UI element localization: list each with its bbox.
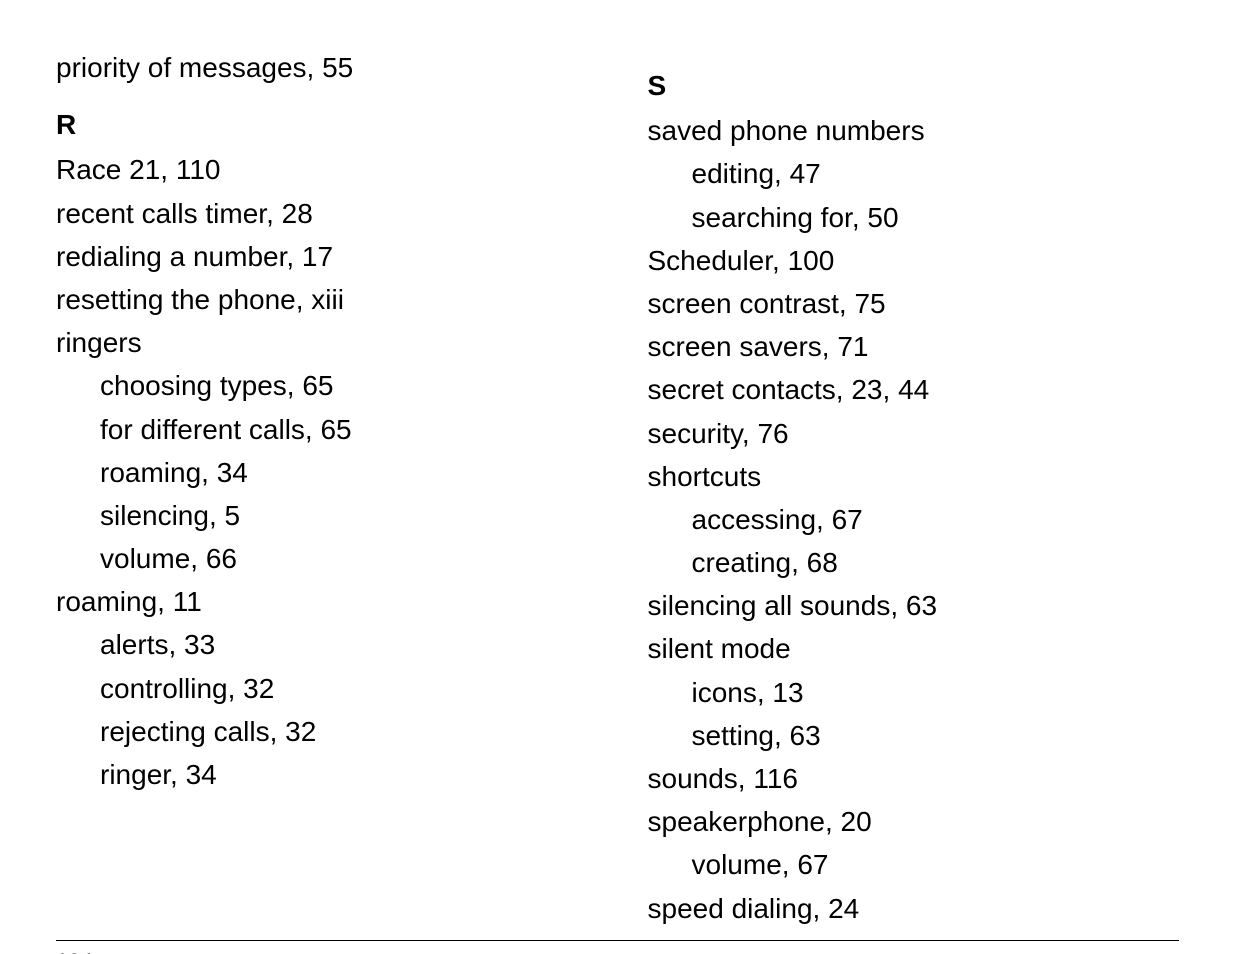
index-entry: sounds, 116 [648, 759, 1180, 798]
index-entry: saved phone numbers [648, 111, 1180, 150]
index-entry: secret contacts, 23, 44 [648, 370, 1180, 409]
index-entry: Scheduler, 100 [648, 241, 1180, 280]
index-entry: shortcuts [648, 457, 1180, 496]
page-number: 124 [56, 949, 93, 954]
index-entry: speed dialing, 24 [648, 889, 1180, 928]
index-entry: searching for, 50 [648, 198, 1180, 237]
column-left: priority of messages, 55 R Race 21, 110 r… [56, 48, 628, 932]
index-entry: for different calls, 65 [56, 410, 588, 449]
index-entry: recent calls timer, 28 [56, 194, 588, 233]
index-entry: resetting the phone, xiii [56, 280, 588, 319]
index-entry: choosing types, 65 [56, 366, 588, 405]
page-footer: 124 [56, 940, 1179, 954]
index-entry: roaming, 11 [56, 582, 588, 621]
index-entry: security, 76 [648, 414, 1180, 453]
index-entry: alerts, 33 [56, 625, 588, 664]
index-entry: screen savers, 71 [648, 327, 1180, 366]
index-entry: accessing, 67 [648, 500, 1180, 539]
section-heading-r: R [56, 105, 588, 144]
index-entry: ringers [56, 323, 588, 362]
index-entry: controlling, 32 [56, 669, 588, 708]
index-entry: silencing, 5 [56, 496, 588, 535]
index-entry: Race 21, 110 [56, 150, 588, 189]
section-heading-s: S [648, 66, 1180, 105]
index-entry: silent mode [648, 629, 1180, 668]
index-entry: screen contrast, 75 [648, 284, 1180, 323]
index-entry: roaming, 34 [56, 453, 588, 492]
index-entry: speakerphone, 20 [648, 802, 1180, 841]
index-entry: priority of messages, 55 [56, 48, 588, 87]
columns: priority of messages, 55 R Race 21, 110 r… [56, 48, 1179, 932]
index-entry: silencing all sounds, 63 [648, 586, 1180, 625]
index-entry: ringer, 34 [56, 755, 588, 794]
column-right: S saved phone numbers editing, 47 searchin… [628, 48, 1180, 932]
index-page: priority of messages, 55 R Race 21, 110 r… [0, 0, 1235, 954]
index-entry: creating, 68 [648, 543, 1180, 582]
index-entry: editing, 47 [648, 154, 1180, 193]
index-entry: icons, 13 [648, 673, 1180, 712]
index-entry: setting, 63 [648, 716, 1180, 755]
index-entry: volume, 66 [56, 539, 588, 578]
index-entry: rejecting calls, 32 [56, 712, 588, 751]
index-entry: redialing a number, 17 [56, 237, 588, 276]
index-entry: volume, 67 [648, 845, 1180, 884]
